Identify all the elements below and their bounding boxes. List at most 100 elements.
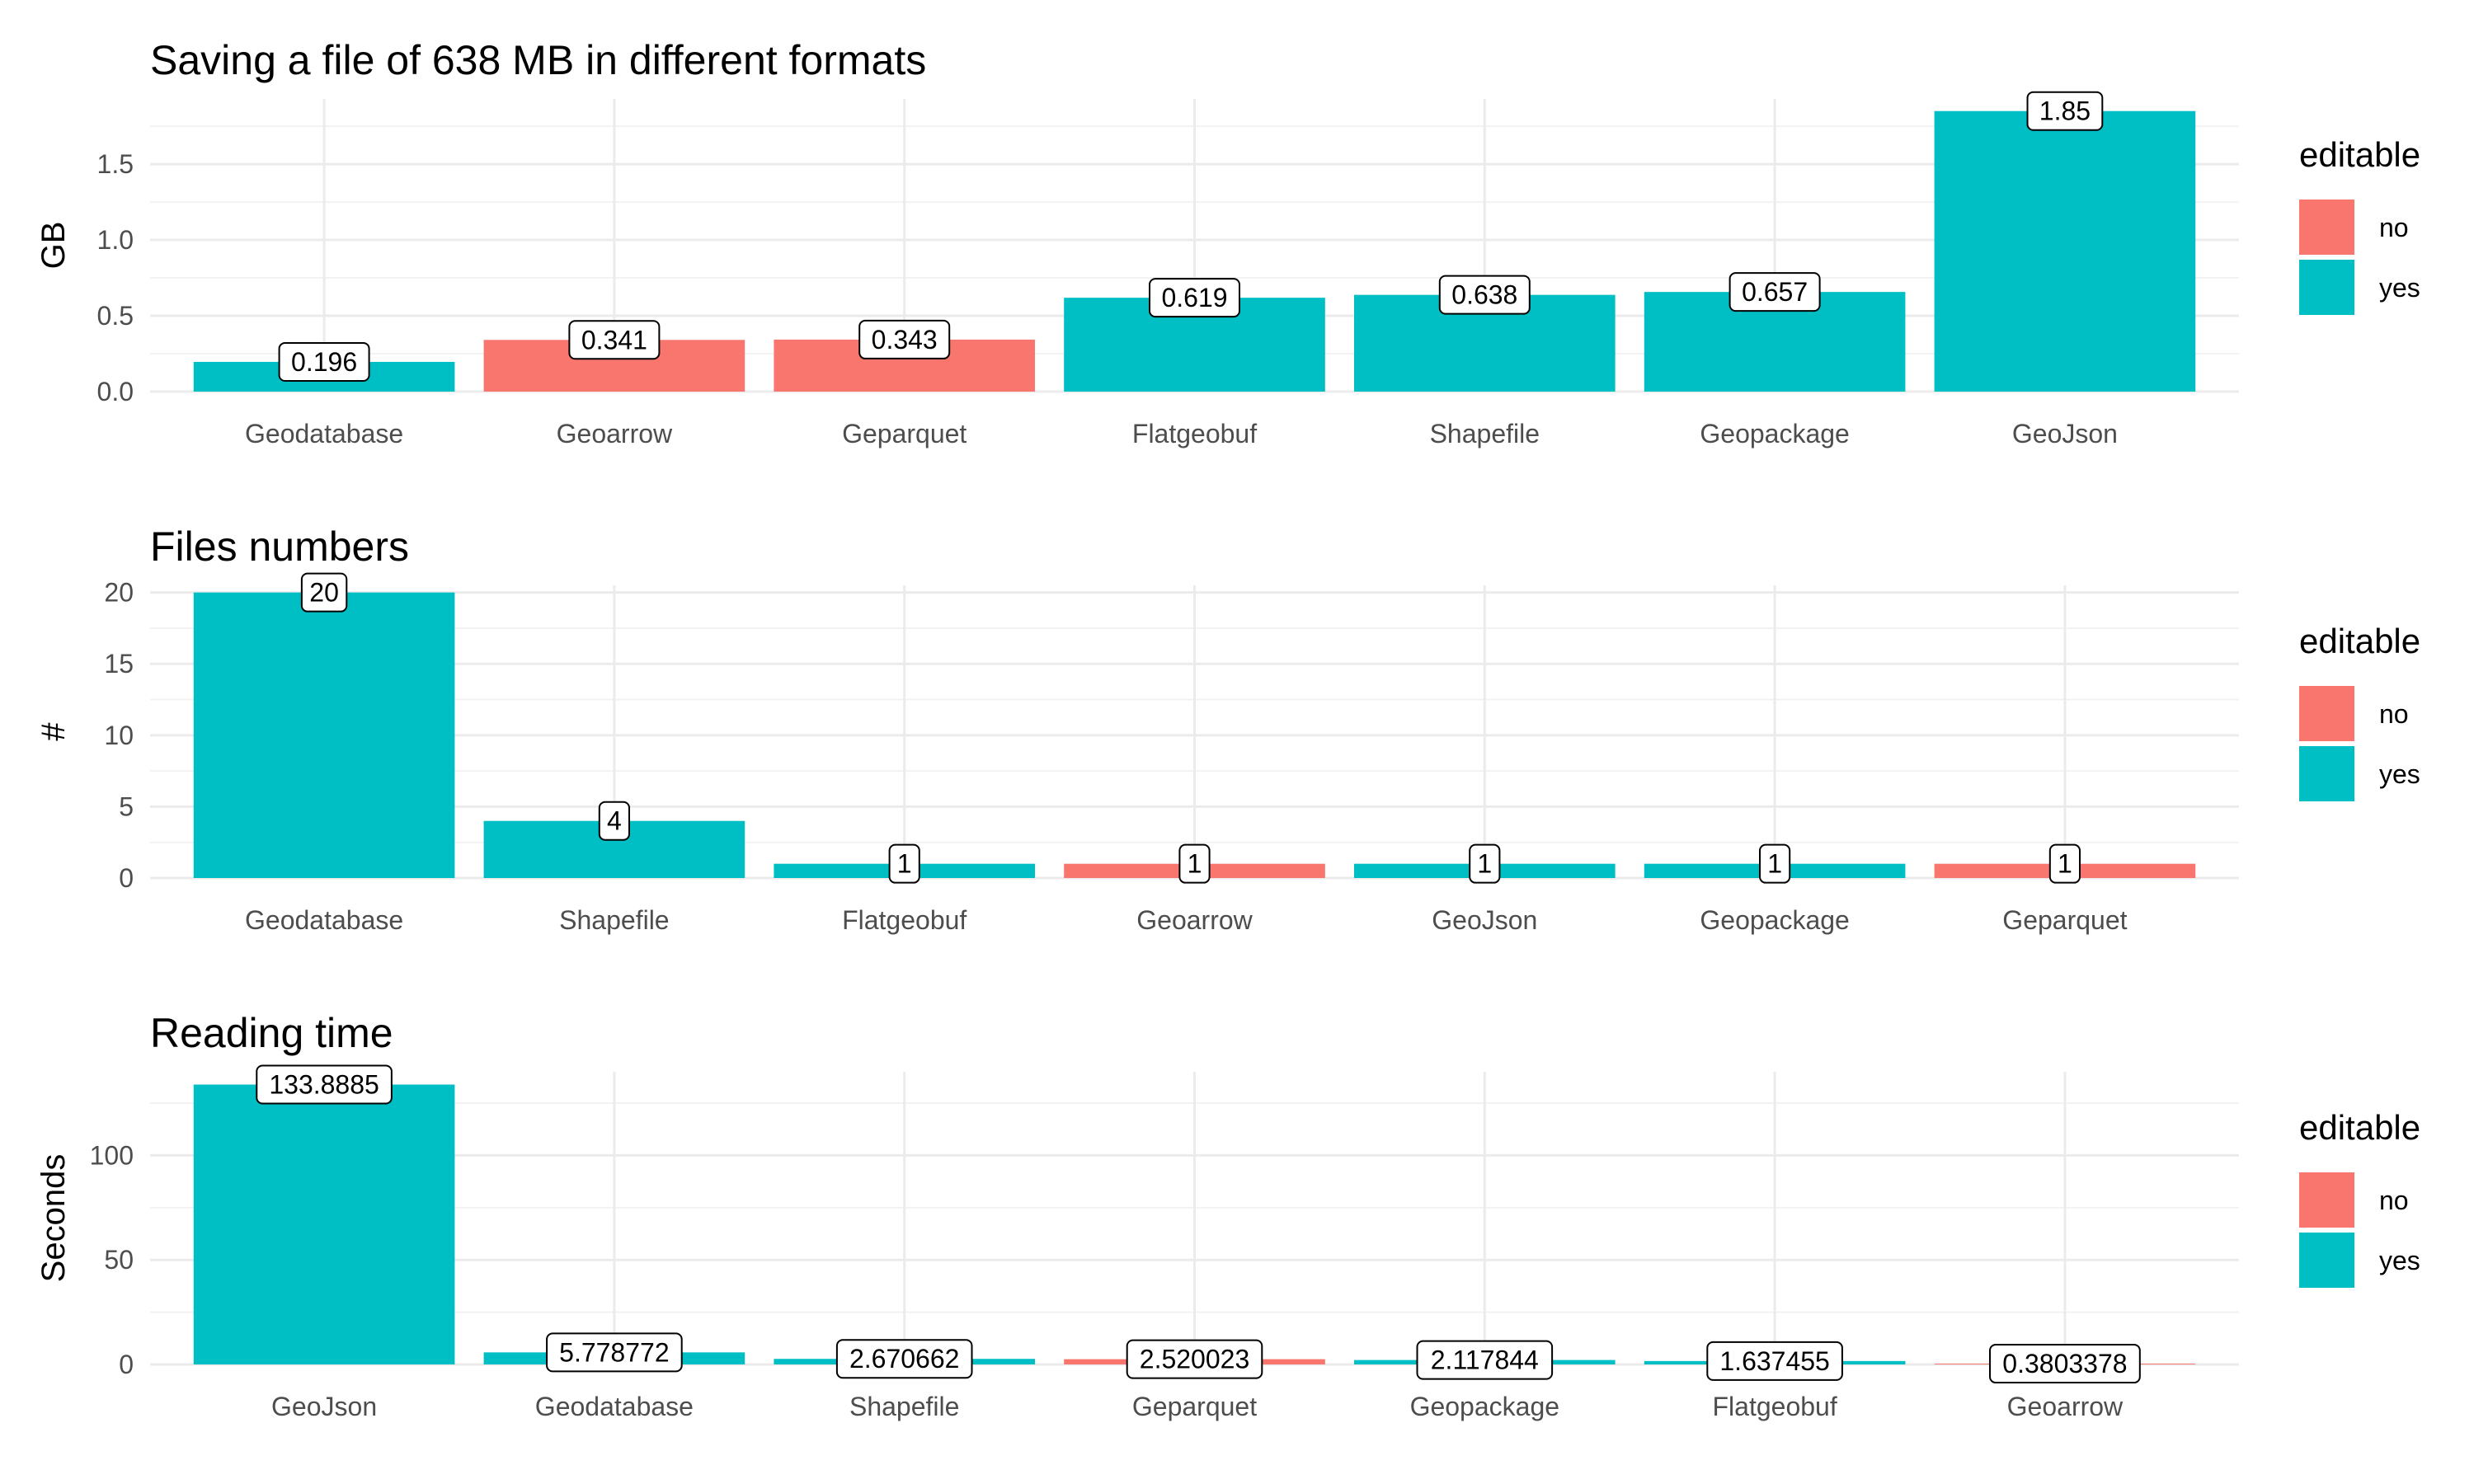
legend-label-no: no (2379, 699, 2409, 729)
data-label-box (1989, 1344, 2141, 1384)
data-label-text: 20 (309, 578, 339, 608)
data-label-text: 1 (1767, 849, 1782, 879)
data-label: 1 (1759, 843, 1791, 884)
y-tick-label: 100 (90, 1140, 134, 1170)
chart-panel-2: Files numbers 0 5 10 15 20 # Geodatabase Shapefi… (35, 524, 2420, 935)
data-label-box (858, 319, 951, 359)
legend-key-yes (2299, 260, 2354, 315)
data-label-text: 4 (607, 806, 622, 836)
data-label: 1 (1178, 843, 1211, 884)
bar-geodatabase (193, 592, 455, 878)
legend-title: editable (2299, 622, 2420, 660)
data-label-text: 0.196 (291, 347, 357, 377)
y-tick-label: 1.5 (97, 149, 134, 179)
legend-label-no: no (2379, 1186, 2409, 1215)
data-label-text: 0.638 (1451, 280, 1517, 310)
data-label: 1 (888, 843, 920, 884)
data-label-box (888, 843, 920, 884)
data-label-box (2048, 843, 2081, 884)
data-label: 1.85 (2026, 91, 2104, 131)
y-tick-label: 50 (104, 1245, 134, 1275)
x-tick-label: Geodatabase (245, 905, 403, 935)
data-label: 1.637455 (1706, 1341, 1843, 1381)
y-tick-label: 1.0 (97, 225, 134, 255)
data-label-box (1438, 275, 1531, 315)
x-tick-label: Geopackage (1410, 1392, 1559, 1421)
data-label-box (1706, 1341, 1843, 1381)
x-tick-label: Geoarrow (1136, 905, 1253, 935)
x-tick-label: Geoarrow (557, 419, 673, 448)
data-label-box (256, 1064, 393, 1105)
chart-title: Reading time (150, 1010, 393, 1056)
chart-title: Saving a file of 638 MB in different for… (150, 37, 926, 83)
data-label-box (598, 801, 630, 841)
data-label-text: 0.3803378 (2002, 1349, 2127, 1378)
data-label-text: 1 (897, 849, 912, 879)
chart-title: Files numbers (150, 524, 409, 570)
x-tick-label: Shapefile (1430, 419, 1540, 448)
legend-key-yes (2299, 1233, 2354, 1288)
x-tick-label: Flatgeobuf (842, 905, 967, 935)
y-axis-title: GB (35, 222, 72, 270)
legend-key-no (2299, 1172, 2354, 1228)
data-label-box (1149, 278, 1240, 318)
data-label: 5.778772 (546, 1332, 683, 1373)
legend-label-yes: yes (2379, 1246, 2420, 1275)
data-label-text: 0.657 (1742, 277, 1808, 307)
x-tick-label: GeoJson (271, 1392, 377, 1421)
data-label-text: 133.8885 (269, 1069, 379, 1099)
x-tick-label: Flatgeobuf (1713, 1392, 1837, 1421)
data-label-box (568, 320, 661, 360)
legend: editable no yes (2299, 135, 2420, 315)
x-tick-label: Geopackage (1700, 419, 1849, 448)
data-label-text: 2.117844 (1431, 1345, 1539, 1375)
y-tick-label: 0 (119, 863, 134, 893)
data-label: 0.196 (278, 341, 370, 382)
y-tick-label: 0.5 (97, 301, 134, 331)
legend-key-yes (2299, 746, 2354, 801)
data-label-text: 0.619 (1161, 283, 1227, 312)
data-label: 0.3803378 (1989, 1344, 2141, 1384)
chart-panel-1: Saving a file of 638 MB in different for… (35, 37, 2420, 448)
bar-geojson (1934, 110, 2196, 392)
data-label-text: 2.520023 (1140, 1345, 1249, 1374)
x-tick-label: Geopackage (1700, 905, 1849, 935)
bar-geojson (193, 1084, 455, 1364)
data-label-text: 1.637455 (1719, 1346, 1829, 1376)
legend-title: editable (2299, 1108, 2420, 1147)
data-label-box (1729, 272, 1821, 312)
legend-label-yes: yes (2379, 273, 2420, 303)
chart-panel-3: Reading time 0 50 100 Seconds GeoJson Geodatab… (35, 1010, 2420, 1421)
y-axis-title: Seconds (35, 1154, 72, 1283)
x-tick-label: Flatgeobuf (1132, 419, 1257, 448)
data-label-text: 1.85 (2039, 96, 2091, 126)
data-label-box (1469, 843, 1501, 884)
x-tick-label: Shapefile (559, 905, 669, 935)
data-label: 133.8885 (256, 1064, 393, 1105)
legend-key-no (2299, 200, 2354, 255)
data-label-box (2026, 91, 2104, 131)
x-tick-label: Geparquet (2002, 905, 2127, 935)
y-tick-label: 20 (104, 578, 134, 608)
data-label-box (278, 341, 370, 382)
x-tick-label: Geparquet (1132, 1392, 1257, 1421)
data-label-text: 1 (2058, 849, 2072, 879)
data-label: 0.638 (1438, 275, 1531, 315)
y-tick-label: 15 (104, 649, 134, 679)
x-tick-label: Geparquet (842, 419, 967, 448)
y-tick-label: 5 (119, 791, 134, 821)
data-label-text: 0.343 (872, 325, 938, 355)
legend-label-no: no (2379, 213, 2409, 242)
data-label: 1 (2048, 843, 2081, 884)
data-label-box (1126, 1339, 1263, 1379)
legend-title: editable (2299, 135, 2420, 174)
data-label-text: 1 (1477, 849, 1492, 879)
data-label-box (546, 1332, 683, 1373)
data-label-text: 2.670662 (849, 1344, 959, 1374)
data-label: 2.670662 (835, 1339, 973, 1379)
x-tick-label: Geodatabase (245, 419, 403, 448)
x-tick-label: Shapefile (849, 1392, 959, 1421)
data-label: 0.657 (1729, 272, 1821, 312)
data-label-box (300, 572, 348, 613)
